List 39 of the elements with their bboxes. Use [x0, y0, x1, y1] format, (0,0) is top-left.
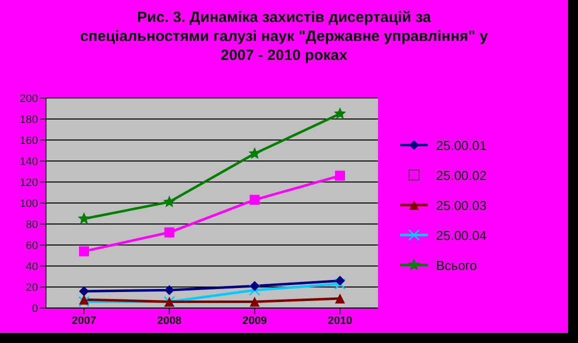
- point: [334, 278, 346, 290]
- point: [335, 170, 345, 181]
- point: [78, 296, 90, 308]
- y-tick-label: 180: [20, 114, 38, 126]
- point: [250, 194, 260, 205]
- legend-label: 25.00.04: [436, 228, 487, 242]
- y-tick-label: 0: [32, 302, 38, 315]
- point: [79, 286, 89, 296]
- y-tick-label: 160: [20, 134, 38, 147]
- point: [334, 107, 346, 120]
- point: [335, 294, 345, 304]
- point: [248, 147, 261, 159]
- legend-label: 25.00.03: [436, 198, 487, 212]
- point: [79, 294, 89, 305]
- y-tick-label: 60: [26, 240, 38, 252]
- y-tick-label: 80: [26, 218, 38, 231]
- y-tick-label: 200: [20, 92, 38, 105]
- point: [335, 276, 345, 286]
- point: [250, 296, 260, 307]
- point: [164, 285, 174, 296]
- chart-title: Рис. 3. Динаміка захистів дисертацій за спеціальностями галузі наук "Державне управління" у 2007 - 2010 роках: [79, 8, 489, 65]
- x-tick-label: 2009: [242, 314, 267, 327]
- y-tick-label: 140: [20, 156, 38, 168]
- legend-label: Всього: [436, 258, 477, 272]
- point: [78, 212, 90, 224]
- point: [248, 284, 260, 296]
- y-tick-label: 40: [26, 260, 38, 273]
- y-tick-label: 100: [20, 198, 38, 210]
- x-tick-label: 2010: [328, 314, 352, 327]
- point: [79, 246, 89, 256]
- y-tick-label: 120: [20, 176, 38, 189]
- legend-label: 25.00.02: [436, 168, 487, 182]
- legend-label: 25.00.01: [436, 138, 487, 152]
- x-tick-label: 2007: [72, 314, 96, 327]
- point: [163, 195, 176, 208]
- point: [164, 227, 174, 238]
- y-tick-label: 20: [26, 282, 38, 294]
- point: [250, 280, 260, 291]
- x-tick-label: 2008: [157, 314, 182, 327]
